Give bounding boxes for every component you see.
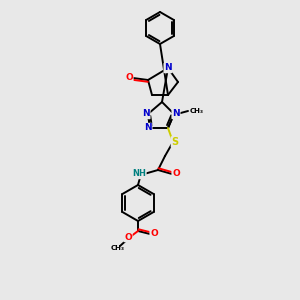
Text: S: S — [171, 137, 178, 147]
Text: N: N — [164, 64, 172, 73]
Text: O: O — [125, 74, 133, 82]
Text: O: O — [124, 232, 132, 242]
Text: O: O — [150, 230, 158, 238]
Text: N: N — [142, 110, 150, 118]
Text: NH: NH — [132, 169, 146, 178]
Text: CH₃: CH₃ — [190, 108, 204, 114]
Text: N: N — [172, 110, 180, 118]
Text: CH₃: CH₃ — [111, 245, 125, 251]
Text: N: N — [144, 124, 152, 133]
Text: O: O — [172, 169, 180, 178]
